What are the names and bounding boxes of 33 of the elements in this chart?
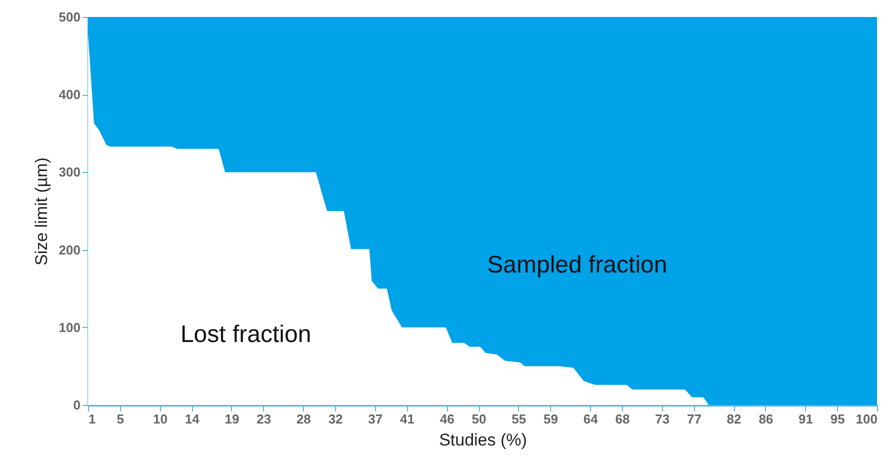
x-axis-title: Studies (%) [439, 430, 527, 450]
y-tick-label: 200 [58, 242, 80, 258]
x-tick-label: 55 [512, 412, 526, 426]
x-tick-label: 73 [655, 412, 670, 426]
series-label: Lost fraction [180, 321, 312, 348]
x-tick-label: 19 [224, 412, 240, 426]
x-tick-label: 59 [544, 412, 558, 426]
y-axis-title: Size limit (µm) [32, 157, 51, 266]
x-tick-label: 77 [686, 412, 702, 426]
x-tick-label: 100 [856, 412, 878, 426]
x-tick-label: 86 [758, 412, 774, 426]
y-tick-label: 0 [73, 398, 80, 412]
x-tick-label: 23 [256, 412, 272, 426]
y-tick-label: 400 [58, 87, 80, 102]
x-tick-label: 41 [400, 412, 415, 426]
x-tick-label: 14 [184, 412, 200, 426]
y-tick-label: 500 [58, 10, 80, 24]
x-tick-label: 68 [615, 412, 630, 426]
x-tick-label: 5 [116, 412, 124, 426]
x-tick-label: 95 [830, 412, 845, 426]
x-tick-label: 1 [88, 412, 96, 426]
x-tick-label: 28 [296, 412, 311, 426]
x-tick-label: 91 [798, 412, 814, 426]
x-tick-label: 46 [440, 412, 454, 426]
x-tick-label: 10 [152, 412, 168, 426]
y-tick-label: 300 [58, 164, 80, 180]
x-tick-label: 82 [726, 412, 742, 426]
x-tick-label: 32 [328, 412, 343, 426]
y-tick-label: 100 [58, 320, 80, 335]
x-tick-label: 50 [472, 412, 486, 426]
x-tick-label: 64 [583, 412, 599, 426]
x-tick-label: 37 [368, 412, 383, 426]
series-label: Sampled fraction [487, 251, 668, 278]
